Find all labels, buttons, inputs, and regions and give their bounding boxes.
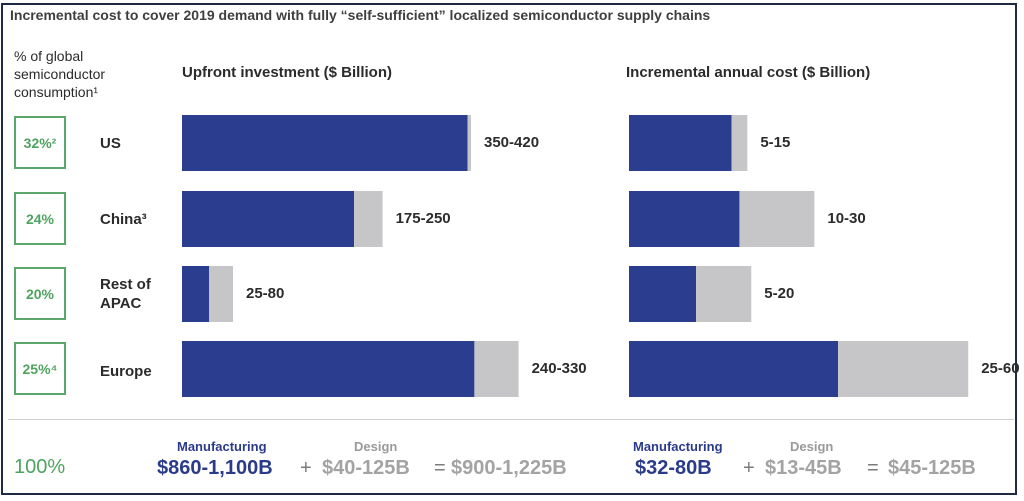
region-label-us: US: [100, 134, 121, 153]
annual-equals-sign: =: [867, 457, 879, 479]
share-box-europe: 25%⁴: [14, 342, 66, 395]
chart-title: Incremental cost to cover 2019 demand wi…: [10, 7, 711, 23]
upfront-design-total: $40-125B: [322, 457, 410, 479]
annual-manufacturing-total: $32-80B: [635, 457, 712, 479]
annual-manufacturing-bar-rest-of-apac: [629, 266, 697, 322]
upfront-value-label-rest-of-apac: 25-80: [246, 285, 285, 302]
annual-design-label: Design: [790, 439, 834, 454]
share-box-china: 24%: [14, 192, 66, 245]
annual-manufacturing-label: Manufacturing: [633, 439, 723, 454]
upfront-design-label: Design: [354, 439, 398, 454]
upfront-design-bar-rest-of-apac: [209, 266, 233, 322]
annual-manufacturing-bar-china: [629, 191, 740, 247]
upfront-grand-total: $900-1,225B: [451, 457, 567, 479]
upfront-investment-chart: [182, 115, 519, 397]
share-box-rest-of-apac: 20%: [14, 267, 66, 320]
share-box-us: 32%²: [14, 116, 66, 169]
upfront-value-label-us: 350-420: [484, 134, 540, 151]
annual-design-bar-china: [739, 191, 815, 247]
annual-grand-total: $45-125B: [888, 457, 976, 479]
annual-value-label-rest-of-apac: 5-20: [764, 285, 795, 302]
upfront-manufacturing-bar-us: [182, 115, 468, 171]
region-label-rest-of-apac: Rest of APAC: [100, 275, 151, 313]
annual-cost-chart: [629, 115, 969, 397]
annual-design-bar-europe: [838, 341, 969, 397]
upfront-design-bar-us: [467, 115, 471, 171]
region-label-china: China³: [100, 210, 147, 229]
region-label-rest-of-apac-line-2: APAC: [100, 295, 142, 312]
annual-value-label-china: 10-30: [827, 210, 866, 227]
region-label-us-line: US: [100, 135, 121, 152]
upfront-manufacturing-bar-rest-of-apac: [182, 266, 210, 322]
consumption-header-line-2: semiconductor: [14, 66, 106, 82]
summary-divider: [8, 419, 1014, 420]
upfront-design-bar-europe: [474, 341, 519, 397]
annual-value-label-us: 5-15: [760, 134, 791, 151]
upfront-manufacturing-label: Manufacturing: [177, 439, 267, 454]
upfront-manufacturing-bar-europe: [182, 341, 475, 397]
annual-manufacturing-bar-europe: [629, 341, 839, 397]
total-share: 100%: [14, 456, 66, 478]
upfront-design-bar-china: [354, 191, 383, 247]
region-label-europe-line: Europe: [100, 363, 152, 380]
annual-section-title: Incremental annual cost ($ Billion): [626, 64, 871, 81]
consumption-header: % of global semiconductor consumption¹: [14, 47, 105, 101]
annual-design-bar-rest-of-apac: [696, 266, 752, 322]
chart-frame: [1, 3, 1017, 495]
upfront-equals-sign: =: [434, 457, 446, 479]
annual-manufacturing-bar-us: [629, 115, 732, 171]
region-label-china-line: China³: [100, 211, 147, 228]
region-label-rest-of-apac-line-1: Rest of: [100, 276, 151, 293]
upfront-section-title: Upfront investment ($ Billion): [182, 64, 392, 81]
annual-value-label-europe: 25-60: [981, 360, 1020, 377]
consumption-header-line-3: consumption¹: [14, 84, 99, 100]
annual-design-bar-us: [731, 115, 748, 171]
consumption-header-line-1: % of global: [14, 48, 84, 64]
region-label-europe: Europe: [100, 362, 152, 381]
upfront-manufacturing-bar-china: [182, 191, 355, 247]
annual-plus-sign: +: [743, 457, 755, 479]
upfront-value-label-europe: 240-330: [531, 360, 587, 377]
annual-design-total: $13-45B: [765, 457, 842, 479]
upfront-manufacturing-total: $860-1,100B: [157, 457, 273, 479]
upfront-value-label-china: 175-250: [395, 210, 451, 227]
upfront-plus-sign: +: [300, 457, 312, 479]
